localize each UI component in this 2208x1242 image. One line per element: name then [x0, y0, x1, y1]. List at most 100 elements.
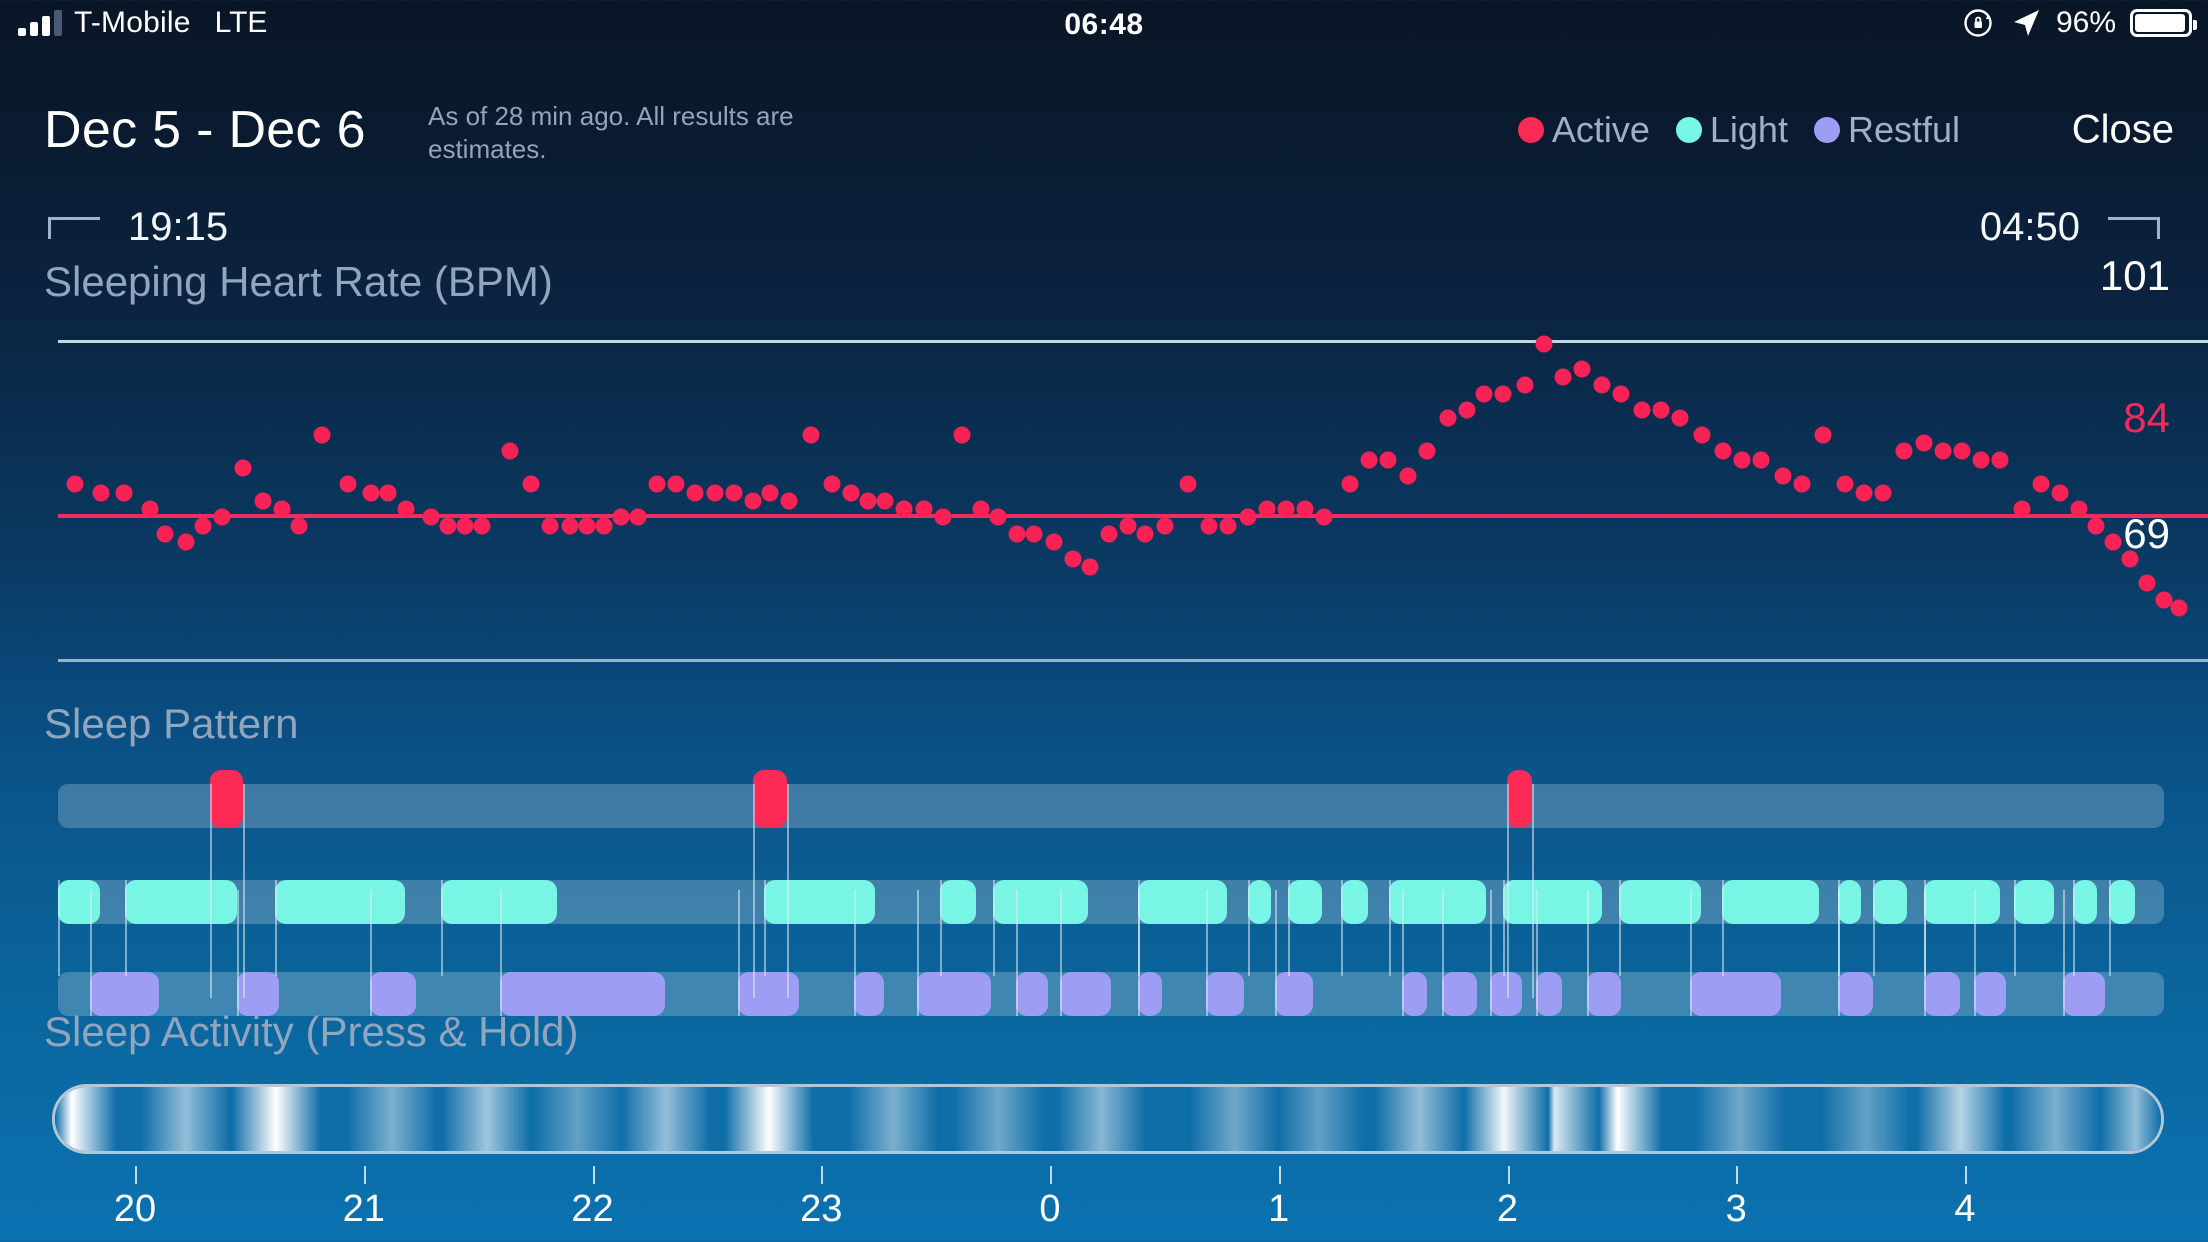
heart-rate-point: [629, 508, 647, 526]
heart-rate-point: [254, 492, 272, 510]
heart-rate-point: [397, 500, 415, 518]
sleep-stage-connector: [209, 784, 212, 998]
carrier-label: T-Mobile: [74, 6, 191, 39]
sleep-block-light: [125, 880, 237, 924]
sleep-stage-connector: [786, 784, 789, 998]
bracket-end-icon: [2108, 216, 2160, 239]
heart-rate-point: [578, 517, 596, 534]
sleep-pattern-tracks[interactable]: [0, 770, 2208, 1022]
end-time-label: 04:50: [1979, 205, 2080, 249]
heart-rate-point: [1219, 517, 1237, 534]
heart-rate-point: [1516, 376, 1534, 394]
time-range-start: 19:15: [48, 205, 228, 250]
close-button[interactable]: Close: [2071, 107, 2174, 152]
heart-rate-point: [1991, 451, 2009, 468]
heart-rate-point: [1296, 500, 1314, 518]
heart-rate-point: [2121, 550, 2139, 567]
heart-rate-chart[interactable]: [0, 335, 2208, 670]
heart-rate-point: [1633, 401, 1651, 419]
sleep-track-light[interactable]: [58, 880, 2164, 924]
status-bar: T-Mobile LTE 06:48 96%: [0, 0, 2208, 48]
sleep-stage-connector: [2014, 880, 2017, 976]
axis-label: 20: [113, 1188, 157, 1230]
heart-rate-point: [915, 500, 933, 518]
heart-rate-point: [2032, 475, 2050, 493]
heart-rate-point: [2170, 599, 2188, 617]
heart-rate-point: [1535, 335, 1553, 353]
sleep-stage-connector: [1275, 890, 1278, 1016]
sleep-block-light: [2109, 880, 2135, 924]
sleep-track-active[interactable]: [58, 770, 2164, 828]
sleep-block-restful: [917, 972, 991, 1016]
sleep-stage-connector: [752, 784, 755, 998]
legend-label-light: Light: [1709, 109, 1788, 150]
location-arrow-icon: [2013, 10, 2039, 36]
heart-rate-point: [141, 500, 159, 518]
heart-rate-point: [761, 484, 779, 501]
sleep-block-light: [1247, 880, 1272, 924]
heart-rate-point: [1081, 558, 1099, 576]
heart-rate-max-line: [58, 340, 2208, 343]
heart-rate-point: [612, 508, 630, 526]
sleep-block-light: [1138, 880, 1227, 924]
sleep-stage-connector: [1536, 890, 1539, 1016]
sleep-block-restful: [1923, 972, 1960, 1016]
heart-rate-point: [456, 517, 474, 534]
network-type-label: LTE: [214, 6, 268, 39]
heart-rate-point: [290, 517, 308, 534]
heart-rate-title: Sleeping Heart Rate (BPM): [44, 258, 553, 305]
heart-rate-point: [115, 484, 133, 501]
axis-tick: [135, 1166, 137, 1184]
sleep-block-light: [1388, 880, 1486, 924]
time-range-row: 19:15 04:50: [0, 205, 2208, 259]
sleep-stage-connector: [1721, 880, 1724, 976]
sleep-stage-connector: [1016, 890, 1019, 1016]
sleep-stage-connector: [738, 890, 741, 1016]
axis-tick: [592, 1166, 595, 1184]
sleep-stage-connector: [1506, 784, 1509, 998]
heart-rate-point: [780, 492, 798, 510]
sleep-block-restful: [1690, 972, 1781, 1016]
heart-rate-point: [2070, 500, 2088, 518]
time-axis: 20 21 22 23 0 1 2 3 4: [0, 1166, 2208, 1242]
heart-rate-point: [273, 500, 291, 518]
sleep-stage-connector: [2109, 880, 2112, 976]
heart-rate-point: [1714, 442, 1732, 460]
heart-rate-section: Sleeping Heart Rate (BPM) 101 84 69: [0, 252, 2208, 678]
heart-rate-point: [1612, 385, 1630, 402]
heart-rate-point: [561, 517, 579, 534]
sleep-stage-connector: [2073, 880, 2076, 976]
sleep-block-light: [1340, 880, 1368, 924]
heart-rate-point: [1439, 409, 1457, 427]
axis-tick: [1278, 1166, 1281, 1184]
sleep-stage-connector: [1974, 890, 1977, 1016]
heart-rate-point: [501, 442, 519, 460]
heart-rate-point: [1045, 533, 1063, 551]
sleep-stage-connector: [1401, 890, 1404, 1016]
heart-rate-point: [473, 517, 491, 534]
heart-rate-point: [1064, 550, 1082, 567]
sleep-track-restful[interactable]: [58, 972, 2164, 1016]
sleep-stage-connector: [237, 890, 239, 1016]
heart-rate-point: [1855, 484, 1873, 501]
sleep-stage-connector: [274, 880, 277, 976]
axis-label: 23: [800, 1188, 843, 1230]
heart-rate-point: [541, 517, 559, 534]
header-subtitle: As of 28 min ago. All results are estima…: [428, 101, 794, 165]
heart-rate-point: [595, 517, 613, 534]
sleep-block-light: [1502, 880, 1602, 924]
heart-rate-point: [989, 508, 1007, 526]
heart-rate-point: [1774, 467, 1792, 485]
status-bar-right: 96%: [1962, 6, 2197, 40]
heart-rate-point: [1239, 508, 1257, 526]
axis-label: 21: [342, 1188, 385, 1230]
sleep-stage-connector: [1586, 890, 1589, 1016]
sleep-stage-connector: [58, 880, 60, 976]
heart-rate-point: [2051, 484, 2069, 501]
sleep-block-restful: [369, 972, 417, 1016]
sleep-activity-strip[interactable]: [52, 1084, 2164, 1154]
heart-rate-point: [802, 426, 820, 444]
heart-rate-point: [379, 484, 397, 501]
heart-rate-point: [1399, 467, 1417, 485]
sleep-stage-connector: [1340, 880, 1343, 976]
